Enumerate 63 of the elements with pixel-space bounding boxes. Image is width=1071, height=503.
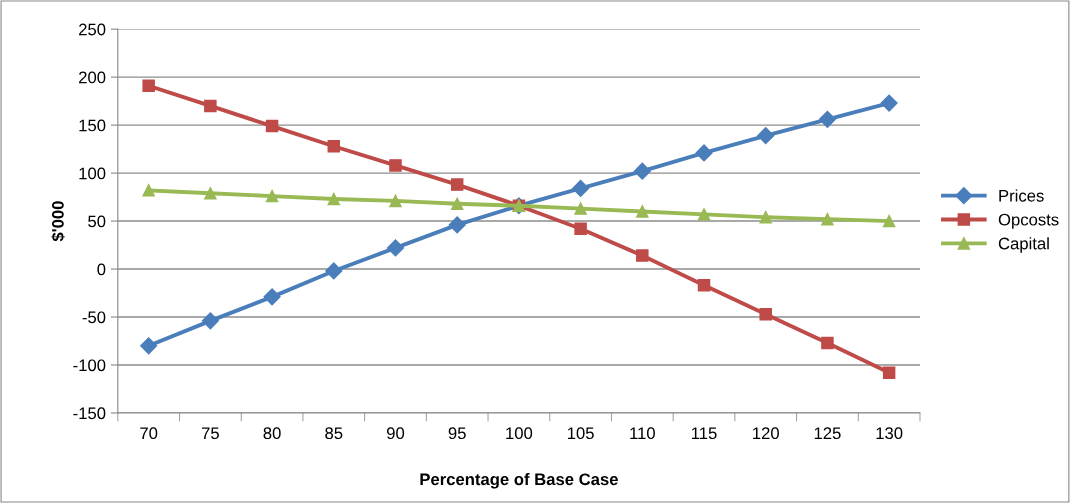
point (325, 262, 343, 280)
x-axis-title: Percentage of Base Case (420, 472, 618, 489)
legend-label: Prices (999, 189, 1044, 202)
x-tick-label: 95 (448, 427, 466, 440)
y-tick-label: 250 (79, 23, 106, 36)
point (389, 159, 402, 172)
x-tick-label: 125 (814, 427, 841, 440)
point (759, 210, 772, 224)
point (448, 216, 466, 234)
point (450, 178, 464, 191)
point (265, 119, 279, 133)
y-tick-label: -50 (82, 311, 106, 324)
point (140, 337, 158, 355)
point (757, 127, 775, 145)
y-axis-title: $'000 (51, 201, 65, 242)
x-tick-label: 130 (876, 427, 903, 440)
point (204, 186, 217, 200)
point (821, 212, 834, 226)
point (142, 79, 155, 93)
point (201, 312, 219, 330)
x-tick-label: 75 (201, 427, 219, 440)
point (821, 336, 834, 350)
point (327, 192, 341, 206)
y-tick-label: 150 (79, 119, 106, 132)
y-tick-label: -150 (73, 407, 106, 420)
x-tick-label: 105 (567, 427, 594, 440)
point (450, 197, 464, 211)
x-tick-label: 85 (325, 427, 343, 440)
point (386, 239, 405, 257)
point (263, 288, 281, 306)
x-tick-label: 70 (140, 427, 158, 440)
y-tick-label: 0 (97, 263, 106, 276)
point (882, 366, 896, 379)
y-tick-label: -100 (73, 359, 106, 372)
point (882, 214, 896, 228)
y-tick-label: 200 (79, 71, 106, 84)
y-tick-label: 50 (88, 215, 106, 228)
point (880, 94, 898, 112)
x-tick-label: 115 (692, 427, 717, 440)
point (759, 307, 772, 321)
point (204, 99, 217, 113)
x-tick-label: 120 (753, 427, 779, 440)
x-tick-label: 80 (263, 427, 281, 440)
point (695, 144, 713, 162)
legend-label: Opcosts (998, 213, 1059, 229)
point (574, 222, 587, 235)
point (697, 279, 711, 292)
legend-label: Capital (998, 237, 1049, 253)
point (633, 162, 651, 180)
point (697, 208, 711, 221)
point (327, 139, 341, 153)
point (636, 249, 649, 262)
point (265, 189, 279, 203)
x-tick-label: 100 (506, 427, 533, 440)
point (574, 202, 587, 215)
point (818, 110, 836, 128)
x-tick-label: 110 (630, 427, 655, 440)
x-tick-label: 90 (387, 427, 405, 440)
y-tick-label: 100 (79, 167, 106, 180)
point (636, 205, 649, 218)
point (142, 184, 155, 197)
point (389, 194, 402, 208)
point (572, 179, 590, 197)
